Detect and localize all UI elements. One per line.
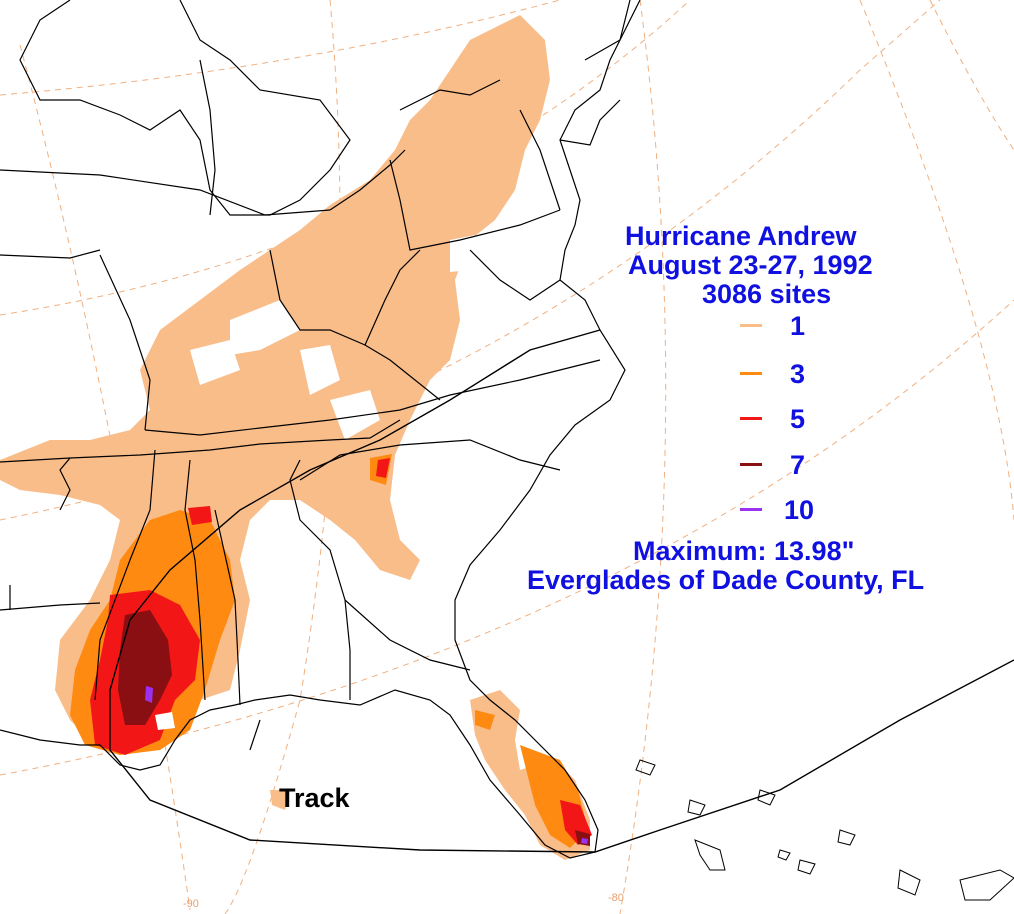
legend-value-7: 7	[790, 450, 806, 480]
legend-value-10: 10	[784, 495, 815, 525]
islands	[635, 759, 1014, 901]
lon-label-90: -90	[183, 898, 199, 910]
map-title-line1: Hurricane Andrew	[625, 221, 857, 251]
legend-swatch-3	[740, 372, 762, 375]
rainfall-1in-gaps	[190, 235, 475, 440]
boundaries	[0, 0, 641, 859]
legend-value-5: 5	[790, 404, 806, 434]
rainfall-10in	[145, 686, 588, 844]
map-title-line2: August 23-27, 1992	[628, 250, 873, 280]
map-title-line3: 3086 sites	[702, 279, 832, 309]
legend-swatch-5	[740, 417, 762, 420]
legend-value-3: 3	[790, 359, 806, 389]
legend-swatch-7	[740, 463, 762, 466]
lon-label-80: -80	[608, 892, 624, 904]
legend-swatch-1	[740, 324, 762, 327]
maximum-label: Maximum: 13.98"	[633, 536, 855, 566]
track-label: Track	[279, 783, 350, 813]
legend-swatch-10	[740, 508, 762, 511]
legend-value-1: 1	[790, 311, 806, 341]
storm-track	[109, 329, 1014, 853]
maximum-location: Everglades of Dade County, FL	[527, 565, 925, 595]
